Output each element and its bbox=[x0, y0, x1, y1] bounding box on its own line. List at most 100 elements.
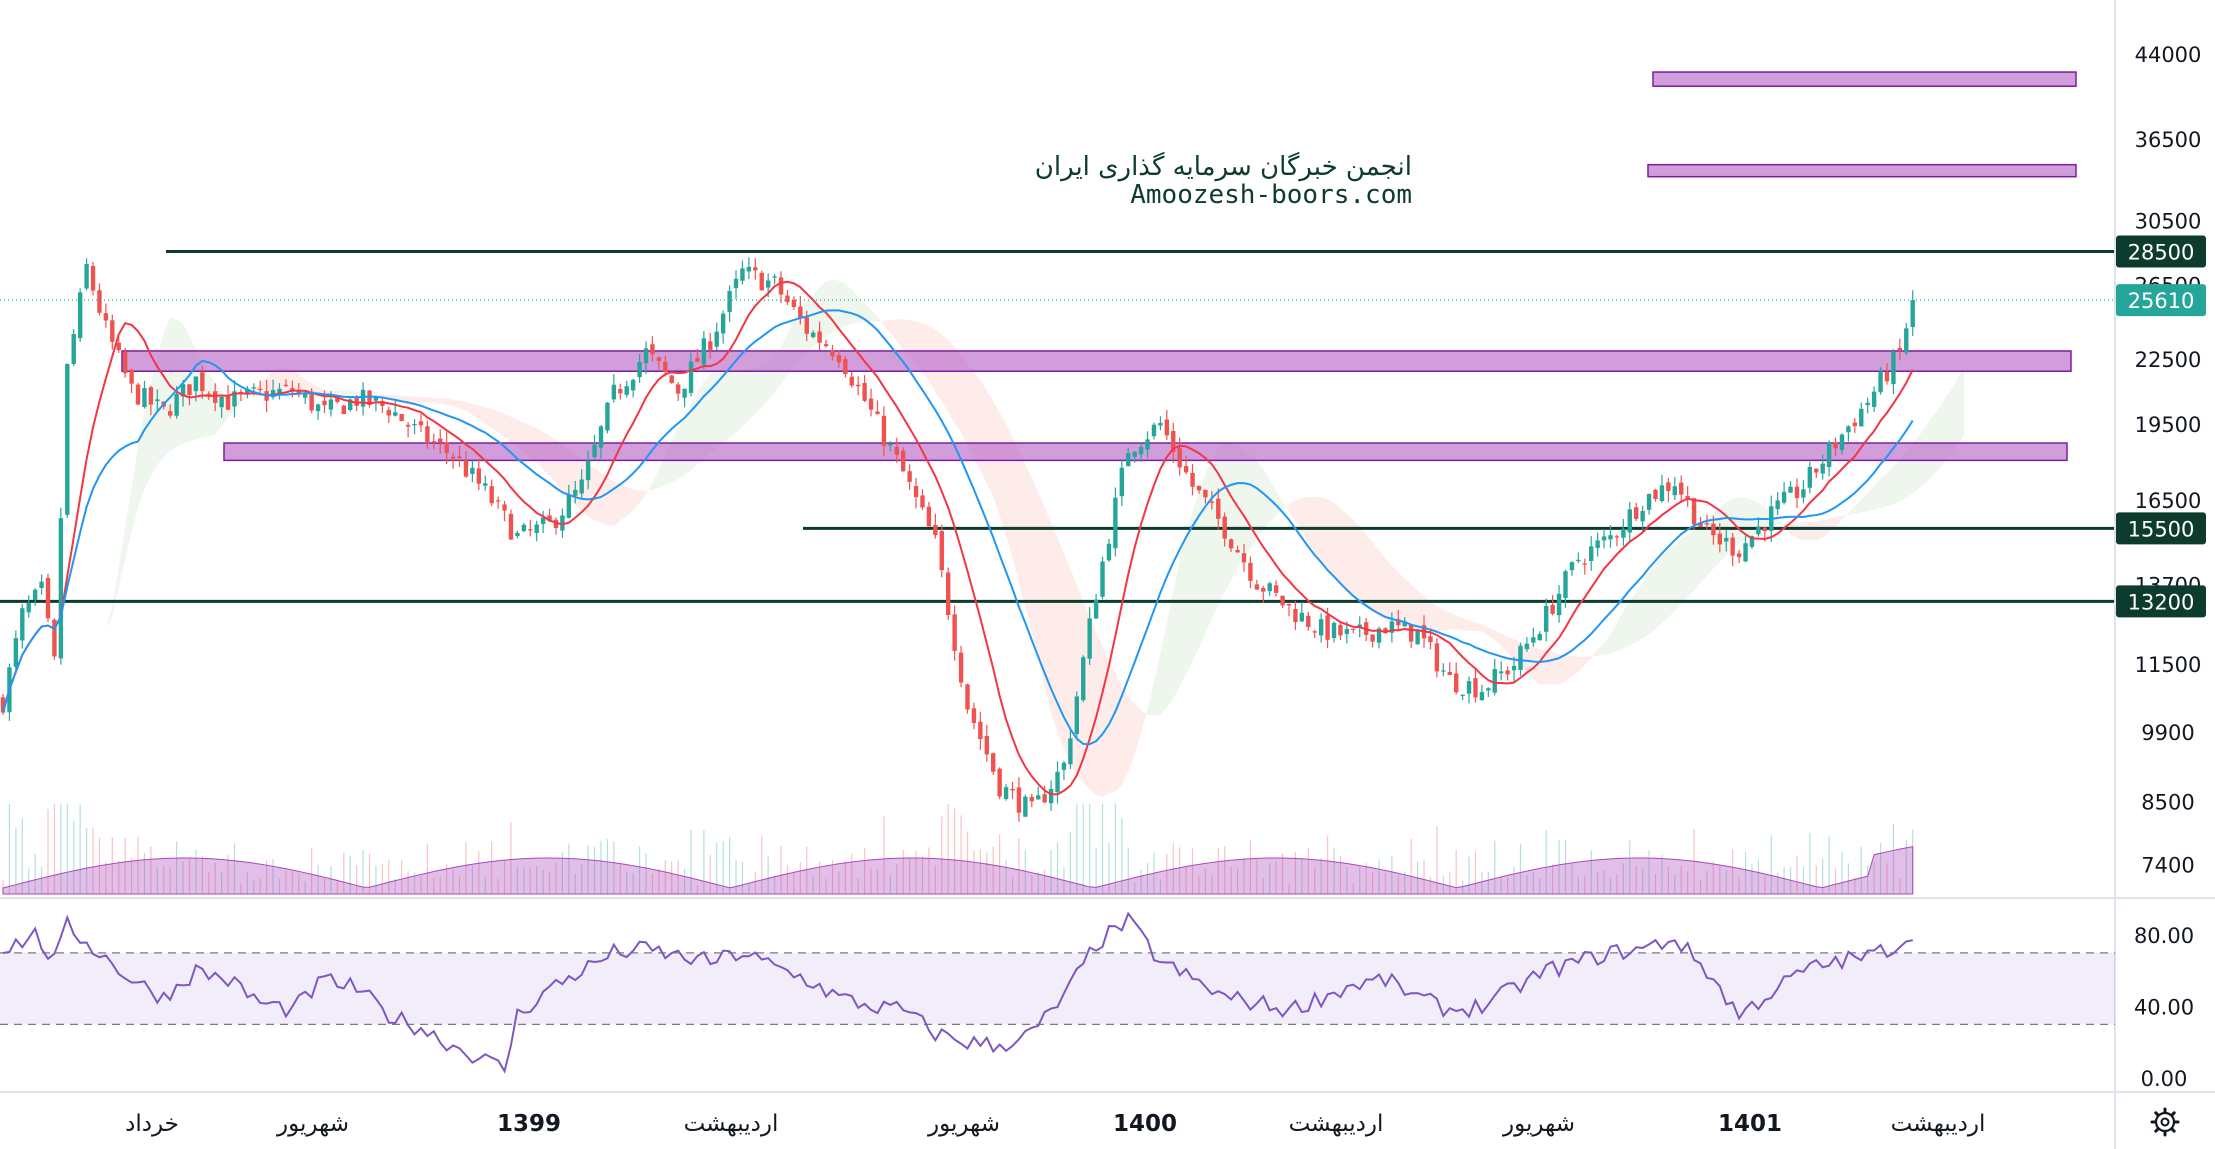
candle-body bbox=[1730, 537, 1735, 556]
candle-body bbox=[1280, 595, 1285, 606]
candle-body bbox=[1775, 500, 1780, 510]
volume-histogram bbox=[2, 804, 1914, 895]
candle-body bbox=[888, 443, 893, 446]
cloud-segment bbox=[459, 400, 466, 411]
cloud-segment bbox=[504, 414, 511, 442]
cloud-segment bbox=[1565, 655, 1572, 682]
cloud-segment bbox=[1848, 507, 1855, 516]
cloud-segment bbox=[440, 398, 447, 405]
cloud-segment bbox=[1404, 578, 1412, 629]
candle-body bbox=[418, 421, 424, 426]
time-label: اردیبهشت bbox=[1289, 1111, 1384, 1137]
candle-body bbox=[991, 753, 996, 772]
rsi-tick-label: 80.00 bbox=[2134, 924, 2194, 948]
candle-body bbox=[1447, 671, 1452, 675]
cloud-segment bbox=[716, 370, 724, 449]
candle-body bbox=[907, 471, 912, 482]
candle-body bbox=[1653, 489, 1658, 499]
candle-body bbox=[1203, 489, 1208, 498]
candle-body bbox=[1151, 424, 1157, 437]
candle-body bbox=[103, 313, 109, 321]
cloud-segment bbox=[1449, 612, 1457, 630]
gear-icon[interactable] bbox=[2150, 1107, 2180, 1137]
cloud-segment bbox=[1835, 515, 1842, 528]
candle-body bbox=[515, 532, 520, 537]
cloud-segment bbox=[382, 394, 389, 399]
cloud-segment bbox=[864, 303, 872, 323]
candle-body bbox=[1010, 788, 1015, 791]
price-tag-bg bbox=[2116, 235, 2206, 268]
cloud-segment bbox=[1809, 521, 1817, 541]
time-axis[interactable]: خرداد شهریور 1399 اردیبهشت شهریور 1400 اردیبهش… bbox=[125, 1111, 1985, 1137]
candle-body bbox=[1833, 442, 1838, 449]
candle-body bbox=[1839, 434, 1845, 451]
candle-body bbox=[1428, 636, 1433, 643]
cloud-segment bbox=[1751, 499, 1759, 536]
candle-body bbox=[380, 400, 385, 406]
candle-body bbox=[534, 524, 539, 534]
candle-body bbox=[1299, 612, 1305, 622]
candle-body bbox=[1788, 486, 1793, 493]
price-tag-label: 28500 bbox=[2128, 241, 2195, 265]
cloud-segment bbox=[453, 399, 460, 409]
cloud-segment bbox=[890, 319, 897, 342]
candle-body bbox=[225, 395, 231, 410]
cloud-segment bbox=[1494, 630, 1502, 646]
cloud-segment bbox=[1462, 618, 1470, 631]
candle-body bbox=[1074, 696, 1080, 734]
candle-body bbox=[1762, 527, 1768, 532]
cloud-segment bbox=[433, 397, 441, 404]
candle-body bbox=[1293, 609, 1298, 623]
cloud-segment bbox=[1880, 472, 1887, 508]
cloud-segment bbox=[1372, 541, 1380, 618]
cloud-segment bbox=[1481, 624, 1489, 636]
candle-body bbox=[894, 446, 899, 455]
candle-body bbox=[682, 388, 687, 398]
candle-body bbox=[1402, 621, 1407, 627]
candle-body bbox=[1029, 796, 1034, 802]
candle-body bbox=[1081, 657, 1086, 701]
candle-body bbox=[1498, 671, 1504, 674]
cloud-segment bbox=[1803, 521, 1810, 540]
cloud-segment bbox=[1796, 522, 1804, 540]
cloud-segment bbox=[1854, 499, 1862, 514]
rsi-axis[interactable]: 80.00 40.00 0.00 bbox=[2134, 924, 2194, 1091]
candle-body bbox=[1859, 408, 1864, 427]
ma-slow-line bbox=[2, 309, 1914, 746]
cloud-segment bbox=[208, 373, 216, 436]
horizontal-levels bbox=[0, 250, 2115, 603]
candle-body bbox=[1904, 328, 1909, 353]
candle-body bbox=[1486, 688, 1491, 691]
candle-body bbox=[1556, 593, 1562, 616]
candle-body bbox=[939, 531, 944, 571]
time-label: شهریور bbox=[276, 1111, 349, 1137]
candle-body bbox=[502, 504, 507, 511]
candle-body bbox=[431, 441, 437, 443]
cloud-segment bbox=[1469, 620, 1476, 632]
cloud-segment bbox=[838, 280, 846, 329]
candle-body bbox=[579, 479, 584, 494]
cloud-segment bbox=[1379, 550, 1386, 621]
cloud-segment bbox=[1681, 534, 1688, 604]
candle-body bbox=[1563, 571, 1568, 599]
price-tag-bg bbox=[2116, 585, 2206, 618]
candle-body bbox=[1068, 738, 1073, 765]
time-label: 1399 bbox=[497, 1111, 561, 1137]
candle-body bbox=[1814, 468, 1819, 473]
candle-body bbox=[540, 517, 546, 525]
candle-body bbox=[20, 608, 25, 641]
candle-body bbox=[714, 331, 719, 347]
cloud-segment bbox=[1205, 459, 1212, 634]
candle-body bbox=[1524, 643, 1530, 650]
candle-body bbox=[1331, 622, 1337, 639]
candle-body bbox=[1286, 603, 1292, 606]
candle-body bbox=[1505, 670, 1510, 675]
candle-body bbox=[1415, 629, 1420, 645]
candle-body bbox=[720, 313, 726, 334]
candle-body bbox=[1473, 678, 1478, 698]
candle-body bbox=[200, 372, 205, 392]
candle-body bbox=[1171, 431, 1176, 453]
candle-body bbox=[65, 363, 70, 515]
cloud-segment bbox=[1166, 590, 1174, 709]
